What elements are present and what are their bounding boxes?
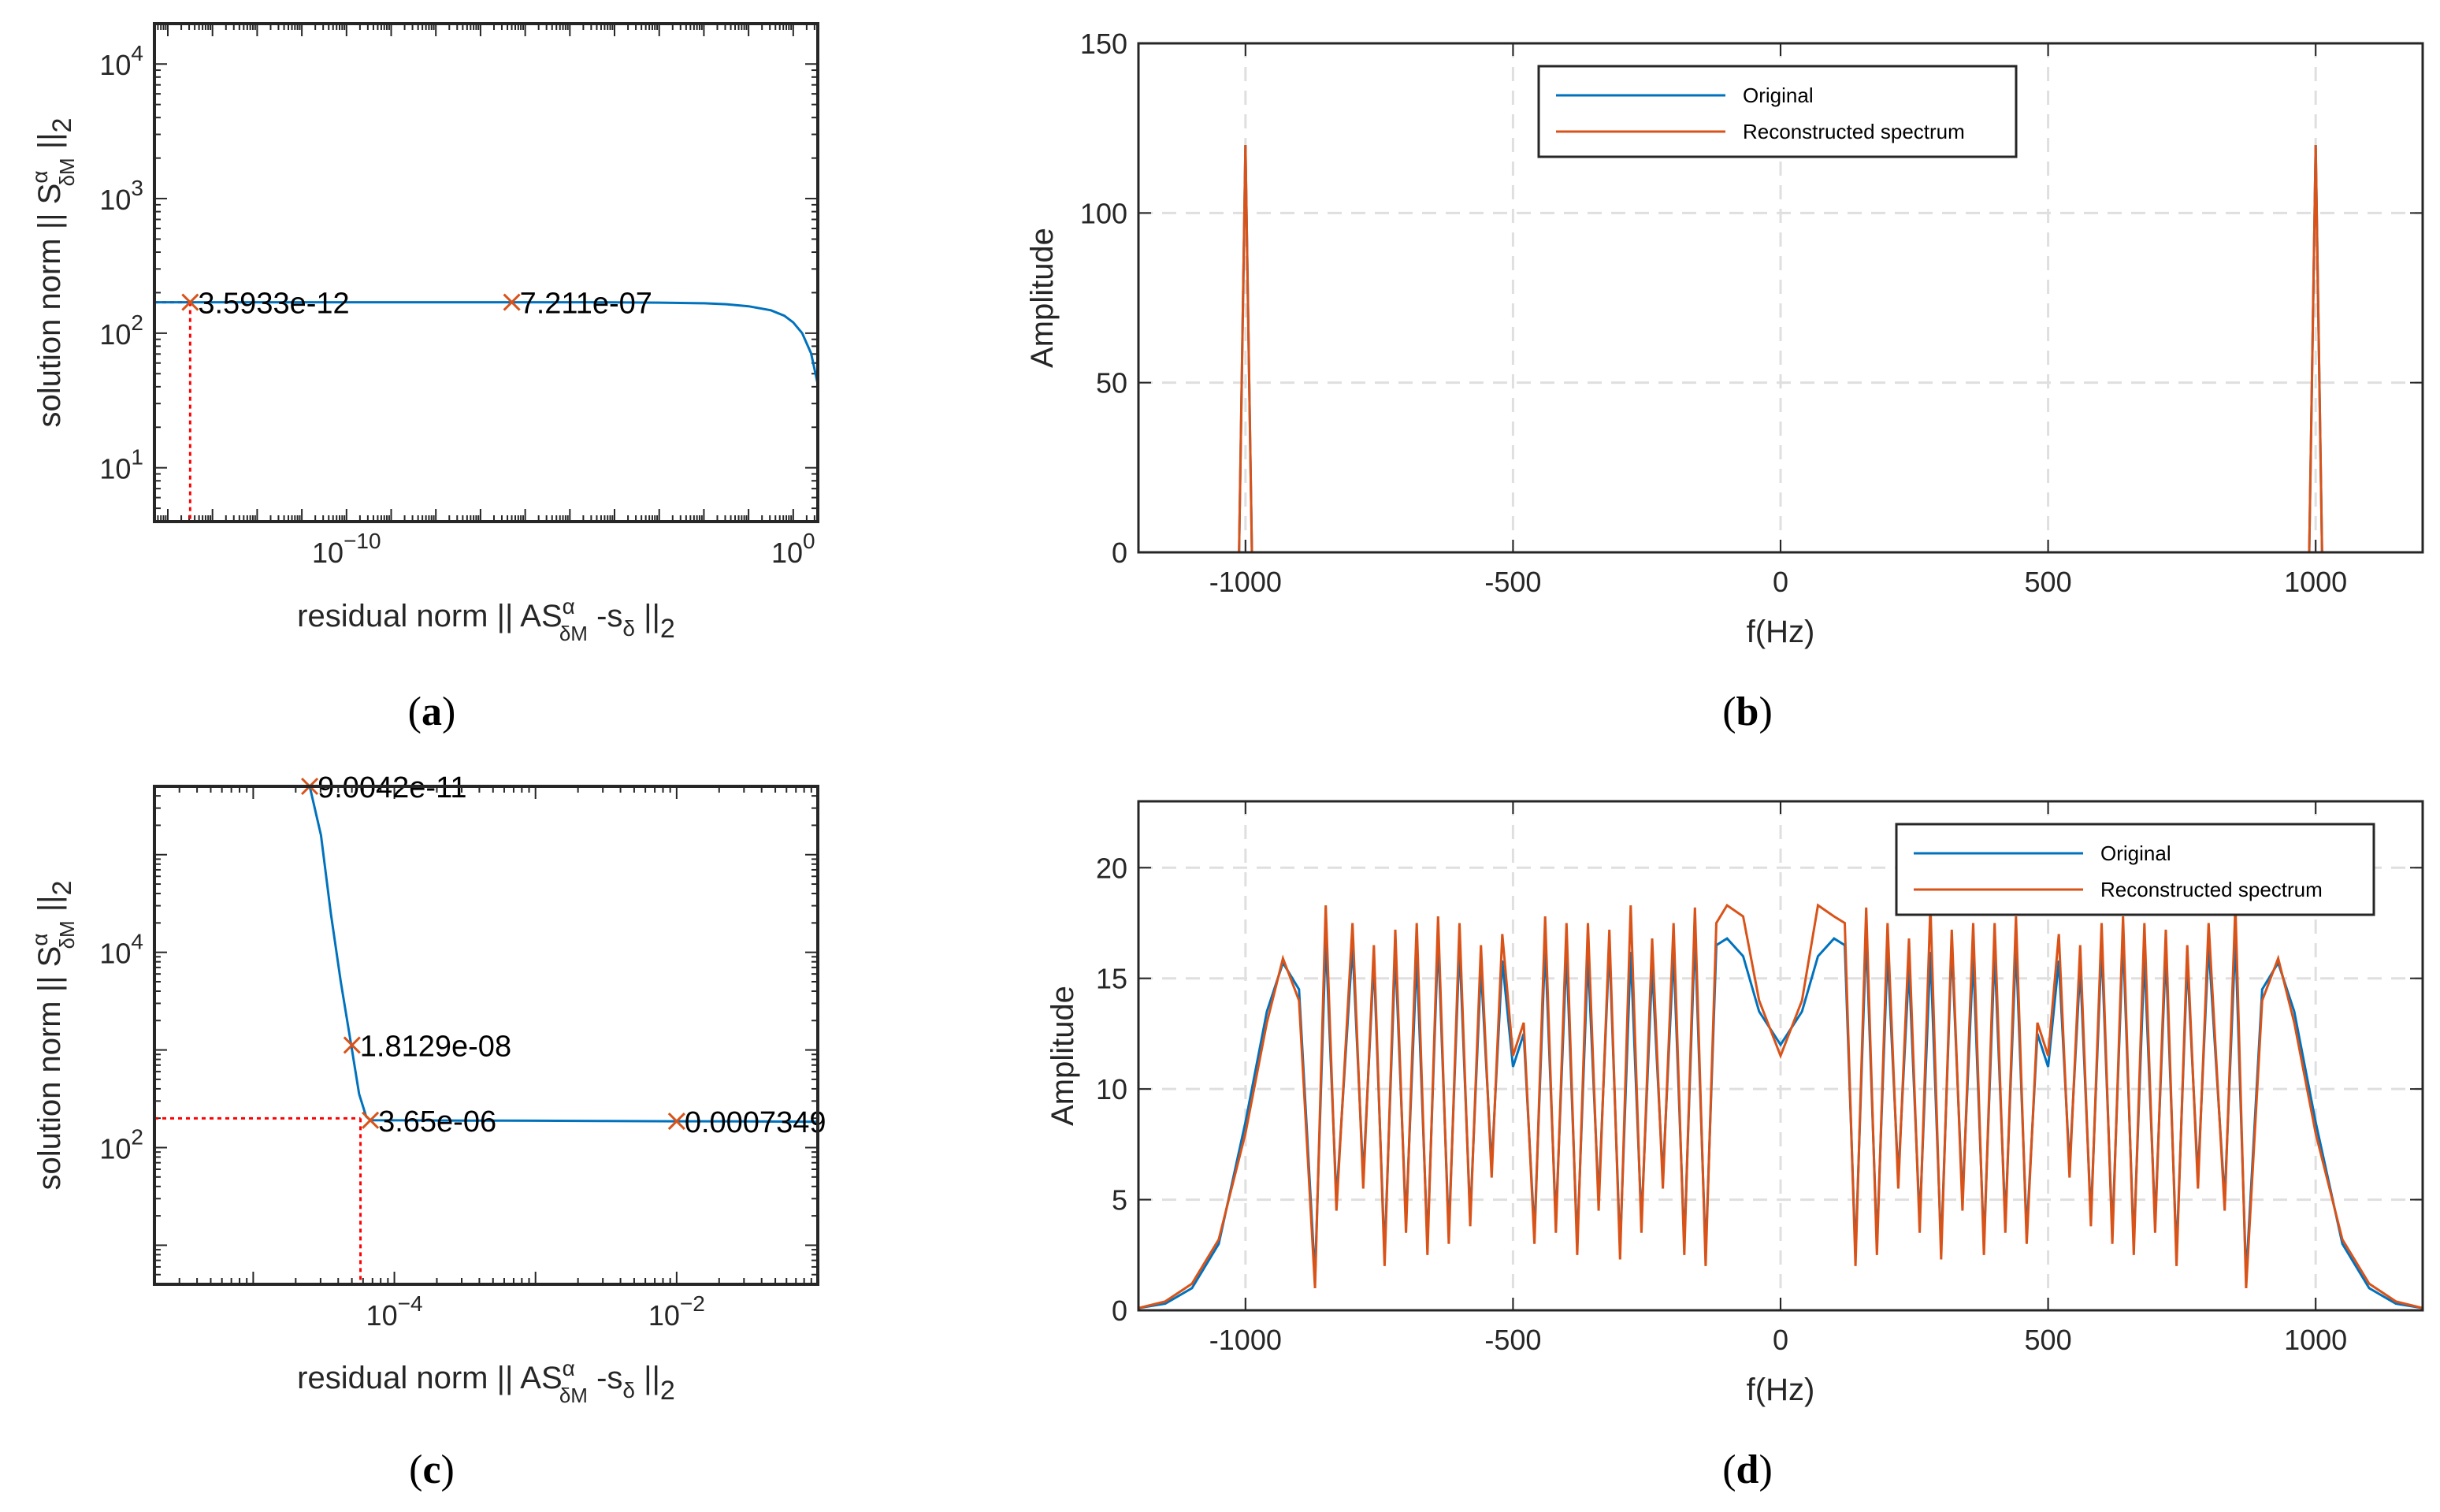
panel-a-y-axis-label: solution norm || Sα δM ||2: [28, 118, 79, 428]
y-tick-label: 101: [99, 445, 143, 485]
panel-a-caption: (a): [408, 689, 456, 734]
panel-a-x-axis-label: residual norm || ASα δM -sδ ||2: [297, 594, 675, 645]
marker-label: 1.8129e-08: [360, 1030, 511, 1063]
panel-d-axes-box: [1137, 800, 2424, 1312]
y-tick-label: 20: [1096, 852, 1127, 884]
panel-c-lcurve: 9.0042e-111.8129e-083.65e-06 0.0007349 10…: [28, 771, 826, 1492]
y-tick-label: 50: [1096, 367, 1127, 399]
x-tick-label: 10−4: [366, 1291, 423, 1332]
panel-c-caption: (c): [409, 1447, 455, 1492]
x-tick-label: 10−10: [312, 529, 381, 569]
y-tick-label: 104: [99, 41, 143, 81]
y-tick-label: 10: [1096, 1073, 1127, 1105]
panel-b-x-tick-labels: -1000 -500 0 500 1000: [1209, 566, 2347, 598]
x-tick-label: 500: [2025, 566, 2072, 598]
x-tick-label: 0: [1773, 1324, 1788, 1356]
panel-c-y-axis-label: solution norm || Sα δM ||2: [28, 881, 79, 1191]
panel-d-x-axis-label: f(Hz): [1747, 1373, 1815, 1407]
x-tick-label: 1000: [2284, 1324, 2347, 1356]
panel-a-y-tick-labels: 101 102 103 104: [99, 41, 143, 485]
panel-d-legend: Original Reconstructed spectrum: [1895, 823, 2375, 916]
marker-x: [343, 1036, 361, 1054]
panel-c-plot-area: [154, 786, 818, 1284]
panel-d-spectrum: -1000 -500 0 500 1000 0 5 10 15 20 f(Hz) Amplitu…: [1045, 800, 2424, 1492]
marker-label: 7.211e-07: [520, 288, 652, 321]
x-tick-label: 10−2: [648, 1291, 705, 1332]
panel-d-y-axis-label: Amplitude: [1045, 986, 1080, 1126]
panel-b-legend-original-label: Original: [1743, 84, 1814, 107]
panel-c-x-axis-label: residual norm || ASα δM -sδ ||2: [297, 1356, 675, 1407]
marker-label: 0.0007349: [685, 1106, 826, 1139]
marker-x: [667, 1112, 685, 1131]
y-tick-label: 5: [1112, 1184, 1127, 1217]
y-tick-label: 100: [1080, 197, 1127, 229]
marker-x: [362, 1111, 380, 1129]
panel-b-reconstructed-line: [1138, 145, 2423, 552]
panel-b-spectrum: -1000 -500 0 500 1000 0 50 100 150 f(Hz) Amplit…: [1025, 28, 2424, 734]
x-tick-label: 500: [2025, 1324, 2072, 1356]
x-tick-label: -500: [1484, 566, 1541, 598]
panel-b-x-axis-label: f(Hz): [1747, 615, 1815, 649]
x-tick-label: 100: [771, 529, 815, 569]
y-tick-label: 0: [1112, 537, 1127, 569]
marker-x: [181, 293, 199, 311]
y-tick-label: 102: [99, 1125, 143, 1165]
panel-b-legend-reconstructed-label: Reconstructed spectrum: [1743, 120, 1965, 143]
marker-label: 3.65e-06: [378, 1105, 496, 1139]
panel-b-caption: (b): [1722, 689, 1773, 734]
x-tick-label: -500: [1484, 1324, 1541, 1356]
panel-b-y-axis-label: Amplitude: [1025, 228, 1060, 368]
marker-label: 3.5933e-12: [198, 288, 349, 321]
panel-a-lcurve: 3.5933e-12 7.211e-07 10−10 100 10110210310…: [28, 22, 819, 734]
panel-c-axes-box: [153, 785, 819, 1286]
panel-d-x-tick-labels: -1000 -500 0 500 1000: [1209, 1324, 2347, 1356]
panel-a-x-tick-labels: 10−10 100: [312, 529, 815, 569]
panel-d-reconstructed-line: [1138, 903, 2423, 1310]
x-tick-label: -1000: [1209, 1324, 1282, 1356]
panel-d-caption: (d): [1722, 1447, 1773, 1492]
y-tick-label: 15: [1096, 963, 1127, 995]
panel-d-legend-reconstructed-label: Reconstructed spectrum: [2100, 878, 2323, 901]
panel-d-legend-box: [1895, 823, 2375, 916]
panel-d-y-tick-labels: 0 5 10 15 20: [1096, 852, 1127, 1327]
y-tick-label: 102: [99, 310, 143, 351]
x-tick-label: 1000: [2284, 566, 2347, 598]
panel-a-plot-area: [154, 24, 818, 522]
x-tick-label: 0: [1773, 566, 1788, 598]
marker-x: [503, 293, 521, 311]
panel-b-axes-box: [1137, 42, 2424, 554]
panel-a-markers: 3.5933e-12 7.211e-07: [181, 288, 652, 321]
y-tick-label: 104: [99, 930, 143, 970]
panel-b-y-tick-labels: 0 50 100 150: [1080, 28, 1127, 569]
panel-c-y-tick-labels: 102 104: [99, 930, 143, 1165]
panel-b-legend-box: [1537, 65, 2018, 158]
panel-a-axes-box: [153, 22, 819, 523]
x-tick-label: -1000: [1209, 566, 1282, 598]
y-tick-label: 150: [1080, 28, 1127, 60]
panel-c-x-tick-labels: 10−4 10−2: [366, 1291, 705, 1332]
y-tick-label: 103: [99, 176, 143, 216]
panel-d-legend-original-label: Original: [2100, 841, 2171, 865]
panel-b-legend: Original Reconstructed spectrum: [1537, 65, 2018, 158]
panel-a-lcurve-line: [154, 301, 818, 385]
y-tick-label: 0: [1112, 1295, 1127, 1327]
